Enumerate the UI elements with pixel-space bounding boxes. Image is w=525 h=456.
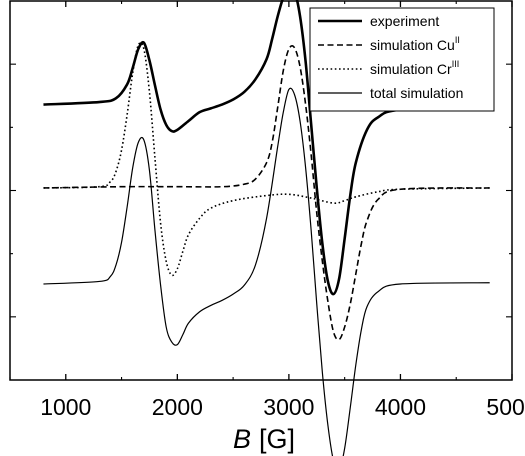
chart-curves [43, 0, 490, 456]
legend-label-sim_cu: simulation CuII [370, 35, 460, 53]
series-line-experiment [43, 0, 490, 296]
legend-label-sim_cr: simulation CrIII [370, 59, 459, 77]
x-axis-title: B [G] [233, 424, 295, 454]
series-line-sim_cu [43, 45, 490, 341]
axis-ticks [9, 1, 513, 380]
legend-box [309, 7, 495, 112]
x-tick-label: 5000 [486, 394, 525, 420]
x-axis-variable: B [233, 424, 251, 454]
x-tick-label: 4000 [375, 394, 426, 420]
legend-label-total: total simulation [370, 85, 463, 101]
x-tick-labels: 1000 2000 3000 4000 5000 [40, 394, 525, 420]
series-line-sim_cr [43, 41, 490, 277]
x-tick-label: 1000 [40, 394, 91, 420]
x-tick-label: 2000 [152, 394, 203, 420]
x-tick-label: 3000 [263, 394, 314, 420]
legend: experiment simulation CuII simulation CrII… [309, 7, 495, 112]
legend-label-experiment: experiment [370, 13, 439, 29]
x-axis-unit: [G] [259, 424, 295, 454]
series-line-total [43, 87, 490, 456]
